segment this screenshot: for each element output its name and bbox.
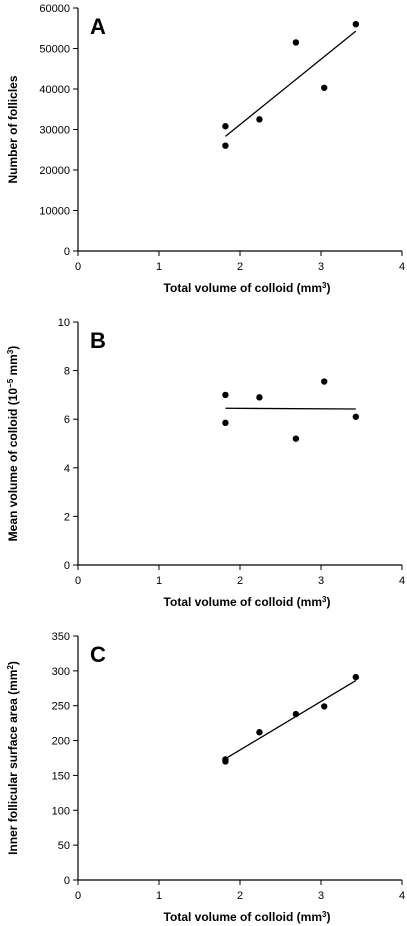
y-tick-label: 40000 xyxy=(39,84,70,96)
y-tick-label: 50000 xyxy=(39,44,70,56)
x-tick-label: 2 xyxy=(237,261,243,273)
x-axis-label: Total volume of colloid (mm3) xyxy=(164,281,331,296)
x-tick-label: 0 xyxy=(75,890,81,902)
y-tick-label: 0 xyxy=(64,246,70,258)
y-axis-label: Number of follicles xyxy=(6,75,20,183)
data-point xyxy=(222,419,229,427)
y-tick-label: 0 xyxy=(64,875,70,887)
data-point xyxy=(222,758,229,765)
regression-line xyxy=(225,30,357,137)
x-tick-label: 2 xyxy=(237,575,243,587)
data-point xyxy=(352,21,360,28)
chart-panel-c: 0 50 100 150 200 250 300 350 0 1 2 3 4 C Total volume … xyxy=(6,631,406,924)
x-tick-label: 4 xyxy=(399,261,405,273)
x-tick-label: 0 xyxy=(75,261,81,273)
x-axis-label: Total volume of colloid (mm3) xyxy=(164,595,331,610)
data-point xyxy=(352,413,360,420)
x-tick-label: 1 xyxy=(156,575,162,587)
data-point xyxy=(321,84,328,91)
data-point xyxy=(292,710,300,718)
x-tick-label: 1 xyxy=(156,261,162,273)
y-tick-label: 2 xyxy=(64,511,70,523)
panel-label: C xyxy=(90,642,106,667)
y-tick-label: 10000 xyxy=(39,206,70,218)
y-tick-label: 4 xyxy=(64,463,70,475)
y-axis-label: Inner follicular surface area (mm2) xyxy=(6,661,21,855)
chart-panel-a: 0 10000 20000 30000 40000 50000 60000 0 1 2 3 4 A Tot… xyxy=(6,3,405,295)
x-tick-label: 3 xyxy=(318,575,324,587)
y-tick-label: 6 xyxy=(64,414,70,426)
data-point xyxy=(352,673,360,681)
data-point xyxy=(321,378,328,385)
y-tick-label: 0 xyxy=(64,560,70,572)
data-point xyxy=(256,116,263,123)
data-point xyxy=(292,435,300,442)
data-point xyxy=(256,729,263,736)
x-tick-label: 3 xyxy=(318,890,324,902)
y-tick-label: 60000 xyxy=(39,3,70,15)
x-tick-label: 1 xyxy=(156,890,162,902)
x-tick-label: 0 xyxy=(75,575,81,587)
y-tick-label: 50 xyxy=(58,840,70,852)
y-tick-label: 300 xyxy=(52,666,70,678)
data-point xyxy=(321,703,328,710)
panel-label: B xyxy=(90,328,106,353)
x-tick-label: 3 xyxy=(318,261,324,273)
y-tick-label: 250 xyxy=(52,701,70,713)
y-tick-label: 100 xyxy=(52,805,70,817)
panel-label: A xyxy=(90,14,106,39)
data-point xyxy=(222,123,229,130)
x-tick-label: 4 xyxy=(399,890,405,902)
x-tick-label: 2 xyxy=(237,890,243,902)
y-tick-label: 8 xyxy=(64,366,70,378)
x-axis-label: Total volume of colloid (mm3) xyxy=(164,910,331,925)
y-tick-label: 30000 xyxy=(39,125,70,137)
y-tick-label: 150 xyxy=(52,770,70,782)
data-point xyxy=(222,142,229,149)
y-tick-label: 350 xyxy=(52,631,70,643)
y-tick-label: 200 xyxy=(52,736,70,748)
data-point xyxy=(292,39,300,46)
y-tick-label: 10 xyxy=(58,317,70,329)
y-tick-label: 20000 xyxy=(39,165,70,177)
x-tick-label: 4 xyxy=(399,575,405,587)
chart-panel-b: 0 2 4 6 8 10 0 1 2 3 4 B Total volume of colloid (mm… xyxy=(6,317,406,609)
regression-line xyxy=(225,680,357,760)
y-axis-label: Mean volume of colloid (10−5 mm3) xyxy=(6,346,21,542)
data-point xyxy=(256,394,263,401)
data-point xyxy=(222,391,229,399)
regression-line xyxy=(225,407,356,410)
